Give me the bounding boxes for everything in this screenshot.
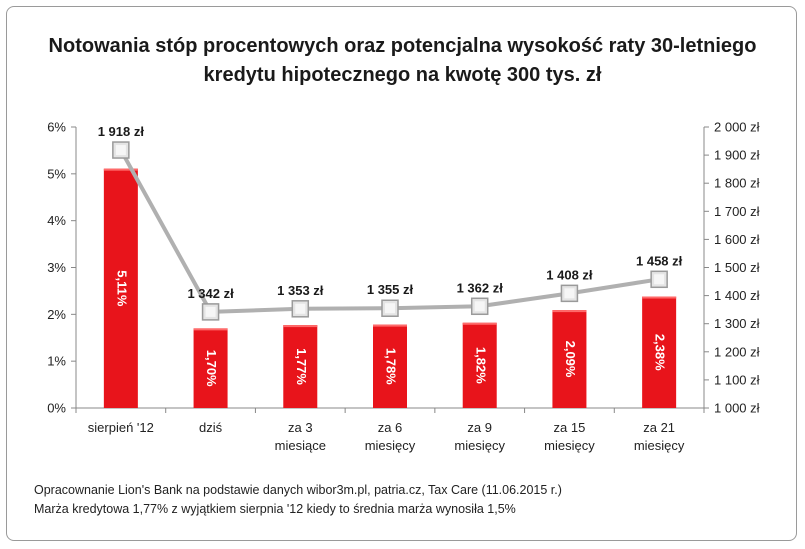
bar [462, 322, 497, 408]
line-value-label: 1 353 zł [277, 283, 324, 298]
right-tick-label: 1 400 zł [714, 288, 760, 303]
right-tick-label: 2 000 zł [714, 120, 760, 135]
left-tick-label: 5% [47, 166, 66, 181]
line-value-label: 1 362 zł [457, 280, 504, 295]
line-value-label: 1 342 zł [187, 286, 234, 301]
bar-highlight [642, 296, 677, 299]
bar [552, 310, 587, 408]
bar-highlight [373, 324, 407, 327]
bar [103, 168, 138, 408]
bar-value-label: 1,78% [384, 348, 399, 385]
left-tick-label: 6% [47, 120, 66, 135]
bar-value-label: 2,09% [563, 341, 578, 378]
line-marker-inner [474, 301, 485, 312]
left-tick-label: 2% [47, 307, 66, 322]
x-tick-label: miesięcy [365, 438, 416, 453]
chart-title: Notowania stóp procentowych oraz potencj… [48, 35, 757, 86]
bar-highlight [283, 325, 318, 328]
bar-value-label: 1,70% [204, 350, 219, 387]
bar-highlight [552, 310, 587, 313]
bar [642, 296, 677, 408]
line-marker-inner [564, 288, 575, 299]
line-marker-inner [115, 145, 126, 156]
bars-group: 5,11% 1,70% 1,77% 1,78% 1,82% 2,09% 2,38% [103, 168, 677, 408]
line-group [112, 141, 668, 321]
x-tick-label: za 9 [467, 420, 492, 435]
left-tick-label: 3% [47, 260, 66, 275]
bar [193, 328, 228, 408]
x-tick-label: za 3 [288, 420, 313, 435]
line-value-label: 1 355 zł [367, 282, 414, 297]
x-tick-label: za 15 [554, 420, 586, 435]
bar-value-label: 1,82% [473, 347, 488, 384]
bar [373, 324, 407, 408]
line-marker-inner [654, 274, 665, 285]
right-tick-label: 1 700 zł [714, 204, 760, 219]
line-value-label: 1 458 zł [636, 253, 683, 268]
right-tick-label: 1 200 zł [714, 344, 760, 359]
x-tick-label: za 6 [378, 420, 403, 435]
x-tick-label: miesiące [275, 438, 326, 453]
line-value-label: 1 408 zł [546, 267, 593, 282]
x-tick-label: dziś [199, 420, 223, 435]
right-tick-label: 1 000 zł [714, 401, 760, 416]
bar-highlight [103, 168, 138, 171]
x-tick-label: za 21 [643, 420, 675, 435]
right-tick-label: 1 800 zł [714, 176, 760, 191]
x-tick-label: miesięcy [634, 438, 685, 453]
x-tick-label: miesięcy [544, 438, 595, 453]
footnote-margin: Marża kredytowa 1,77% z wyjątkiem sierpn… [34, 502, 516, 516]
line-marker-inner [385, 303, 395, 314]
line-marker-inner [205, 306, 216, 317]
left-tick-label: 1% [47, 354, 66, 369]
x-tick-label: miesięcy [454, 438, 505, 453]
right-tick-label: 1 900 zł [714, 148, 760, 163]
right-tick-label: 1 100 zł [714, 372, 760, 387]
bar [283, 325, 318, 408]
left-tick-label: 4% [47, 213, 66, 228]
line-value-label: 1 918 zł [98, 124, 145, 139]
bar-highlight [193, 328, 228, 331]
left-tick-label: 0% [47, 401, 66, 416]
line-marker-inner [295, 303, 306, 314]
x-tick-label: sierpień '12 [88, 420, 154, 435]
bar-value-label: 2,38% [653, 334, 668, 371]
right-tick-label: 1 500 zł [714, 260, 760, 275]
right-tick-label: 1 600 zł [714, 232, 760, 247]
footnote-source: Opracownanie Lion's Bank na podstawie da… [34, 483, 562, 497]
bar-highlight [462, 322, 497, 325]
labels-group: 1 918 zł 1 342 zł 1 353 zł 1 355 zł 1 362 zł… [98, 124, 683, 301]
right-tick-label: 1 300 zł [714, 316, 760, 331]
bar-value-label: 1,77% [294, 348, 309, 385]
bar-value-label: 5,11% [114, 270, 129, 307]
